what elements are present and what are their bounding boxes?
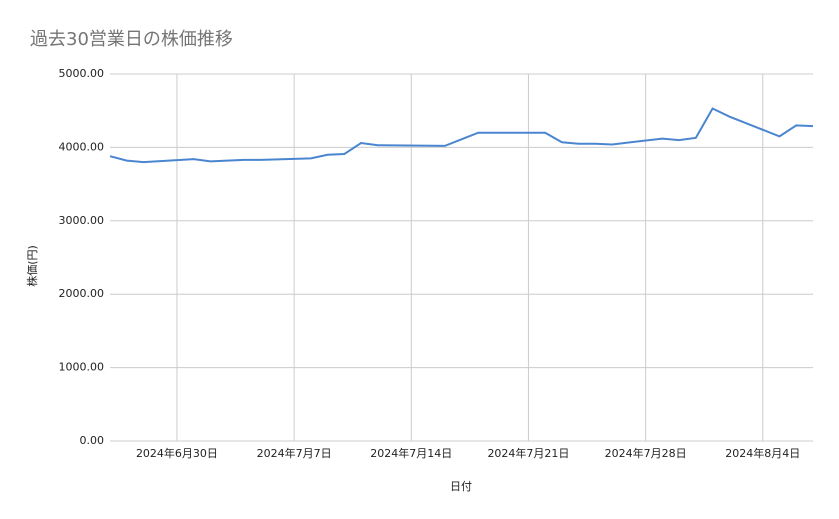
y-axis-label: 株価(円) (25, 245, 39, 287)
x-axis-label: 日付 (450, 480, 472, 493)
y-tick-label: 1000.00 (59, 361, 105, 374)
y-tick-label: 2000.00 (59, 287, 105, 300)
y-tick-label: 5000.00 (59, 67, 105, 80)
x-tick-label: 2024年8月4日 (725, 446, 800, 460)
data-line (109, 107, 814, 164)
x-tick-label: 2024年7月28日 (605, 446, 687, 460)
y-tick-label: 3000.00 (59, 214, 105, 227)
y-tick-label: 4000.00 (59, 140, 105, 153)
x-tick-label: 2024年7月21日 (487, 446, 569, 460)
x-tick-label: 2024年7月14日 (370, 446, 452, 460)
x-tick-label: 2024年7月7日 (257, 446, 332, 460)
chart-title: 過去30営業日の株価推移 (30, 29, 233, 50)
x-tick-label: 2024年6月30日 (136, 446, 218, 460)
y-tick-label: 0.00 (80, 434, 105, 447)
